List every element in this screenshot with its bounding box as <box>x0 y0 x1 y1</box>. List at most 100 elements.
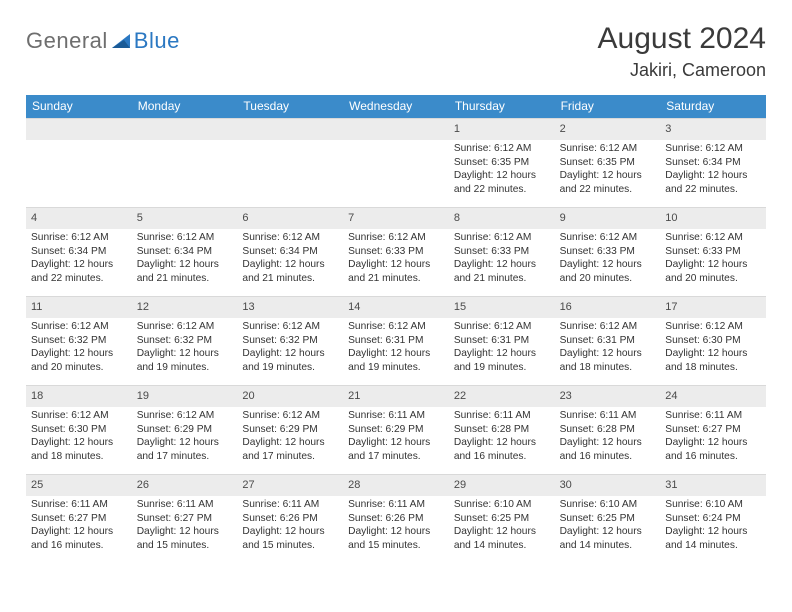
sunset-text: Sunset: 6:27 PM <box>137 512 233 526</box>
page-header: General Blue August 2024 Jakiri, Cameroo… <box>26 22 766 81</box>
sunrise-text: Sunrise: 6:12 AM <box>242 409 338 423</box>
day-details: Sunrise: 6:11 AMSunset: 6:27 PMDaylight:… <box>26 496 132 557</box>
day-details: Sunrise: 6:12 AMSunset: 6:31 PMDaylight:… <box>449 318 555 379</box>
day-number <box>26 119 132 140</box>
daylight-text: Daylight: 12 hours and 19 minutes. <box>242 347 338 375</box>
sunset-text: Sunset: 6:35 PM <box>560 156 656 170</box>
day-cell: 26Sunrise: 6:11 AMSunset: 6:27 PMDayligh… <box>132 475 238 563</box>
daylight-text: Daylight: 12 hours and 16 minutes. <box>454 436 550 464</box>
sunrise-text: Sunrise: 6:12 AM <box>31 409 127 423</box>
sunrise-text: Sunrise: 6:12 AM <box>242 320 338 334</box>
day-details: Sunrise: 6:12 AMSunset: 6:34 PMDaylight:… <box>660 140 766 201</box>
day-number <box>132 119 238 140</box>
sunrise-text: Sunrise: 6:10 AM <box>454 498 550 512</box>
day-details: Sunrise: 6:12 AMSunset: 6:30 PMDaylight:… <box>26 407 132 468</box>
day-details: Sunrise: 6:12 AMSunset: 6:31 PMDaylight:… <box>555 318 661 379</box>
sunrise-text: Sunrise: 6:11 AM <box>137 498 233 512</box>
day-number: 19 <box>132 386 238 407</box>
day-cell: 12Sunrise: 6:12 AMSunset: 6:32 PMDayligh… <box>132 297 238 385</box>
day-number: 2 <box>555 119 661 140</box>
day-number: 29 <box>449 475 555 496</box>
day-number: 3 <box>660 119 766 140</box>
title-block: August 2024 Jakiri, Cameroon <box>598 22 766 81</box>
day-cell: 18Sunrise: 6:12 AMSunset: 6:30 PMDayligh… <box>26 386 132 474</box>
day-details: Sunrise: 6:12 AMSunset: 6:31 PMDaylight:… <box>343 318 449 379</box>
day-number: 6 <box>237 208 343 229</box>
sunrise-text: Sunrise: 6:12 AM <box>31 320 127 334</box>
weekday-header: Sunday <box>26 95 132 118</box>
day-details: Sunrise: 6:11 AMSunset: 6:26 PMDaylight:… <box>343 496 449 557</box>
day-number: 4 <box>26 208 132 229</box>
daylight-text: Daylight: 12 hours and 22 minutes. <box>665 169 761 197</box>
daylight-text: Daylight: 12 hours and 19 minutes. <box>454 347 550 375</box>
daylight-text: Daylight: 12 hours and 15 minutes. <box>242 525 338 553</box>
day-number: 8 <box>449 208 555 229</box>
sunrise-text: Sunrise: 6:11 AM <box>348 409 444 423</box>
day-cell: 7Sunrise: 6:12 AMSunset: 6:33 PMDaylight… <box>343 208 449 296</box>
week-row: 11Sunrise: 6:12 AMSunset: 6:32 PMDayligh… <box>26 296 766 385</box>
daylight-text: Daylight: 12 hours and 16 minutes. <box>560 436 656 464</box>
sunrise-text: Sunrise: 6:12 AM <box>665 142 761 156</box>
sunrise-text: Sunrise: 6:12 AM <box>31 231 127 245</box>
sunrise-text: Sunrise: 6:12 AM <box>454 231 550 245</box>
daylight-text: Daylight: 12 hours and 21 minutes. <box>348 258 444 286</box>
sunset-text: Sunset: 6:29 PM <box>242 423 338 437</box>
day-details: Sunrise: 6:10 AMSunset: 6:24 PMDaylight:… <box>660 496 766 557</box>
day-cell: 30Sunrise: 6:10 AMSunset: 6:25 PMDayligh… <box>555 475 661 563</box>
day-number: 12 <box>132 297 238 318</box>
day-cell: 22Sunrise: 6:11 AMSunset: 6:28 PMDayligh… <box>449 386 555 474</box>
daylight-text: Daylight: 12 hours and 20 minutes. <box>31 347 127 375</box>
sunset-text: Sunset: 6:33 PM <box>560 245 656 259</box>
sunset-text: Sunset: 6:32 PM <box>137 334 233 348</box>
daylight-text: Daylight: 12 hours and 14 minutes. <box>665 525 761 553</box>
weekday-header: Wednesday <box>343 95 449 118</box>
day-details <box>343 140 449 146</box>
daylight-text: Daylight: 12 hours and 21 minutes. <box>454 258 550 286</box>
day-details: Sunrise: 6:12 AMSunset: 6:29 PMDaylight:… <box>132 407 238 468</box>
day-number: 21 <box>343 386 449 407</box>
day-details: Sunrise: 6:12 AMSunset: 6:32 PMDaylight:… <box>132 318 238 379</box>
week-row: 25Sunrise: 6:11 AMSunset: 6:27 PMDayligh… <box>26 474 766 563</box>
sunset-text: Sunset: 6:33 PM <box>348 245 444 259</box>
daylight-text: Daylight: 12 hours and 22 minutes. <box>560 169 656 197</box>
day-number <box>343 119 449 140</box>
sunset-text: Sunset: 6:35 PM <box>454 156 550 170</box>
week-row: 18Sunrise: 6:12 AMSunset: 6:30 PMDayligh… <box>26 385 766 474</box>
sunrise-text: Sunrise: 6:12 AM <box>665 231 761 245</box>
day-cell: 28Sunrise: 6:11 AMSunset: 6:26 PMDayligh… <box>343 475 449 563</box>
daylight-text: Daylight: 12 hours and 14 minutes. <box>560 525 656 553</box>
sunrise-text: Sunrise: 6:12 AM <box>665 320 761 334</box>
day-cell: 19Sunrise: 6:12 AMSunset: 6:29 PMDayligh… <box>132 386 238 474</box>
calendar-page: General Blue August 2024 Jakiri, Cameroo… <box>0 0 792 573</box>
sunset-text: Sunset: 6:27 PM <box>31 512 127 526</box>
day-details: Sunrise: 6:12 AMSunset: 6:33 PMDaylight:… <box>449 229 555 290</box>
daylight-text: Daylight: 12 hours and 16 minutes. <box>665 436 761 464</box>
day-details: Sunrise: 6:12 AMSunset: 6:33 PMDaylight:… <box>343 229 449 290</box>
day-number: 15 <box>449 297 555 318</box>
day-number: 20 <box>237 386 343 407</box>
day-number: 17 <box>660 297 766 318</box>
day-cell: 29Sunrise: 6:10 AMSunset: 6:25 PMDayligh… <box>449 475 555 563</box>
day-cell: 15Sunrise: 6:12 AMSunset: 6:31 PMDayligh… <box>449 297 555 385</box>
daylight-text: Daylight: 12 hours and 15 minutes. <box>137 525 233 553</box>
day-number: 22 <box>449 386 555 407</box>
sunrise-text: Sunrise: 6:11 AM <box>242 498 338 512</box>
day-number: 1 <box>449 119 555 140</box>
daylight-text: Daylight: 12 hours and 20 minutes. <box>560 258 656 286</box>
day-number: 14 <box>343 297 449 318</box>
sunrise-text: Sunrise: 6:12 AM <box>560 142 656 156</box>
sunrise-text: Sunrise: 6:12 AM <box>242 231 338 245</box>
day-number: 9 <box>555 208 661 229</box>
day-details: Sunrise: 6:11 AMSunset: 6:27 PMDaylight:… <box>660 407 766 468</box>
daylight-text: Daylight: 12 hours and 19 minutes. <box>348 347 444 375</box>
sunset-text: Sunset: 6:31 PM <box>454 334 550 348</box>
day-details: Sunrise: 6:12 AMSunset: 6:33 PMDaylight:… <box>555 229 661 290</box>
sunrise-text: Sunrise: 6:11 AM <box>560 409 656 423</box>
weekday-header: Thursday <box>449 95 555 118</box>
sunset-text: Sunset: 6:34 PM <box>31 245 127 259</box>
sunrise-text: Sunrise: 6:10 AM <box>560 498 656 512</box>
sunrise-text: Sunrise: 6:11 AM <box>454 409 550 423</box>
day-details: Sunrise: 6:12 AMSunset: 6:34 PMDaylight:… <box>132 229 238 290</box>
daylight-text: Daylight: 12 hours and 18 minutes. <box>665 347 761 375</box>
daylight-text: Daylight: 12 hours and 22 minutes. <box>31 258 127 286</box>
